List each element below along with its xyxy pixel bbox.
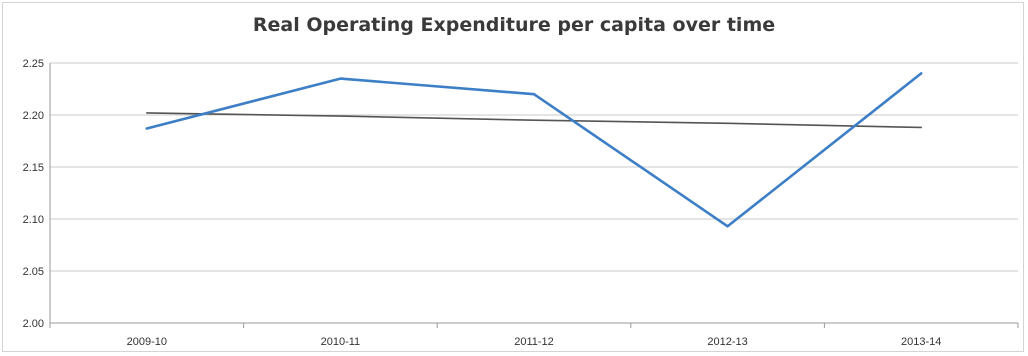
x-tick-label: 2009-10 (127, 336, 167, 348)
axes (49, 63, 1019, 328)
y-tick-labels: 2.00 2.05 2.10 2.15 2.20 2.25 (23, 58, 44, 330)
series-line (145, 72, 923, 228)
x-tick-label: 2012-13 (707, 336, 747, 348)
trendline (146, 112, 923, 129)
y-tick-label: 2.10 (23, 214, 44, 226)
gridlines (50, 62, 1018, 272)
chart-frame (2, 2, 1024, 352)
y-tick-label: 2.20 (23, 110, 44, 122)
x-tick-label: 2010-11 (321, 336, 361, 348)
y-tick-label: 2.05 (23, 266, 44, 278)
x-tick-label: 2011-12 (514, 336, 554, 348)
y-tick-label: 2.25 (23, 58, 44, 70)
series-lines (145, 72, 923, 228)
chart-title: Real Operating Expenditure per capita ov… (252, 14, 776, 36)
y-tick-label: 2.15 (23, 162, 44, 174)
x-tick-label: 2013-14 (901, 336, 941, 348)
y-tick-label: 2.00 (23, 318, 44, 330)
x-tick-labels: 2009-10 2010-11 2011-12 2012-13 2013-14 (127, 336, 942, 348)
